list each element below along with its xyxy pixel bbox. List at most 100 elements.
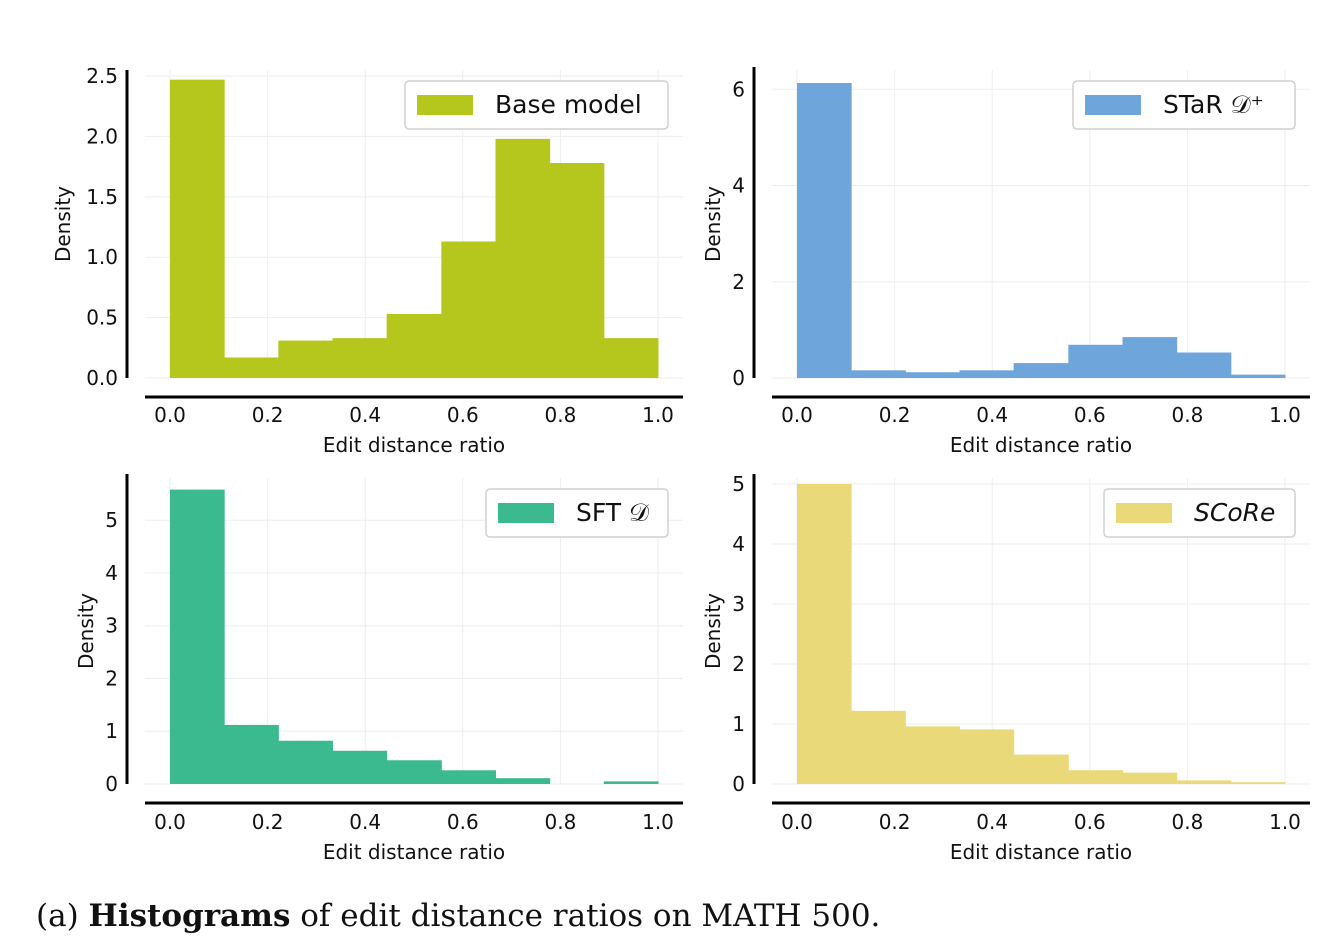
legend-swatch: [417, 95, 473, 115]
y-tick-label: 6: [732, 77, 745, 101]
y-axis-label: Density: [51, 186, 75, 262]
histogram-bar: [905, 372, 961, 378]
histogram-bar: [386, 760, 442, 784]
histogram-bar: [851, 710, 906, 784]
y-tick-label: 5: [732, 472, 745, 496]
legend: Base model: [404, 80, 669, 130]
histogram-bar: [797, 484, 852, 784]
legend-box: [404, 80, 669, 130]
x-axis-label: Edit distance ratio: [323, 840, 505, 864]
histogram-bar: [1230, 374, 1286, 378]
histogram-bar: [1013, 754, 1069, 784]
histogram-bar: [170, 489, 225, 784]
y-tick-label: 4: [105, 561, 118, 585]
histogram-bar: [170, 79, 225, 378]
x-tick-label: 0.8: [1171, 810, 1203, 834]
legend-swatch: [1116, 503, 1172, 523]
y-tick-label: 0.0: [86, 366, 118, 390]
x-axis-label: Edit distance ratio: [950, 433, 1132, 457]
caption-label: (a): [36, 898, 79, 934]
x-tick-label: 0.4: [976, 810, 1008, 834]
histogram-bar: [332, 750, 388, 784]
histogram-bar: [278, 340, 334, 378]
histogram-bar: [1068, 344, 1123, 378]
legend-label: Base model: [495, 90, 642, 119]
x-tick-label: 0.6: [447, 810, 479, 834]
histogram-bar: [603, 781, 659, 784]
legend-swatch: [1085, 95, 1141, 115]
x-tick-label: 0.2: [879, 403, 911, 427]
x-tick-label: 0.8: [544, 810, 576, 834]
histogram-bar: [959, 370, 1015, 378]
y-tick-label: 2: [732, 652, 745, 676]
x-tick-label: 0.0: [781, 810, 813, 834]
y-tick-label: 0: [732, 772, 745, 796]
histogram-bar: [224, 357, 279, 378]
legend-box: [485, 488, 669, 538]
legend-box: [1103, 488, 1296, 538]
histogram-bar: [905, 726, 961, 784]
histogram-bar: [224, 724, 279, 784]
histogram-bar: [1122, 337, 1178, 378]
x-tick-label: 0.2: [252, 403, 284, 427]
x-tick-label: 0.8: [544, 403, 576, 427]
histogram-bar: [1122, 772, 1178, 784]
histogram-bar: [441, 770, 496, 784]
legend-swatch: [498, 503, 554, 523]
y-tick-label: 1: [732, 712, 745, 736]
x-tick-label: 1.0: [642, 403, 674, 427]
histogram-bar: [495, 138, 551, 378]
x-tick-label: 0.4: [349, 403, 381, 427]
x-tick-label: 0.4: [349, 810, 381, 834]
x-tick-label: 0.6: [447, 403, 479, 427]
histogram-bar: [1176, 780, 1232, 784]
histogram-bar: [495, 778, 551, 784]
y-tick-label: 1: [105, 719, 118, 743]
legend: STaR 𝒟⁺: [1072, 80, 1296, 130]
y-tick-label: 5: [105, 508, 118, 532]
x-tick-label: 1.0: [1269, 403, 1301, 427]
y-tick-label: 2: [732, 270, 745, 294]
y-tick-label: 2: [105, 666, 118, 690]
histogram-bar: [851, 370, 906, 378]
legend-label: SFT 𝒟: [576, 498, 649, 527]
histogram-panel-1: 0.0 0.5 1.0 1.5 2.0 2.5 0.0 0.2 0.4 0.6 0.8 1.0 Edit…: [51, 64, 683, 457]
y-tick-label: 3: [732, 592, 745, 616]
y-tick-label: 4: [732, 532, 745, 556]
histogram-panel-3: 0 1 2 3 4 5 0.0 0.2 0.4 0.6 0.8 1.0 Edit distance ra…: [74, 474, 683, 864]
y-tick-label: 1.5: [86, 185, 118, 209]
y-tick-label: 1.0: [86, 245, 118, 269]
y-axis-label: Density: [74, 593, 98, 669]
figure-caption: (a) Histograms of edit distance ratios o…: [36, 898, 880, 934]
x-tick-label: 0.0: [781, 403, 813, 427]
caption-text: of edit distance ratios on MATH 500.: [300, 898, 881, 934]
y-tick-label: 3: [105, 614, 118, 638]
legend-label: SCoRe: [1194, 498, 1275, 527]
x-tick-label: 0.6: [1074, 403, 1106, 427]
x-tick-label: 1.0: [642, 810, 674, 834]
x-axis-label: Edit distance ratio: [950, 840, 1132, 864]
legend: SCoRe: [1103, 488, 1296, 538]
x-tick-label: 0.8: [1171, 403, 1203, 427]
legend-box: [1072, 80, 1296, 130]
histogram-bar: [386, 313, 442, 378]
y-tick-label: 4: [732, 174, 745, 198]
histogram-bar: [959, 729, 1015, 784]
x-axis-label: Edit distance ratio: [323, 433, 505, 457]
x-tick-label: 0.6: [1074, 810, 1106, 834]
y-tick-label: 2.5: [86, 64, 118, 88]
y-axis-label: Density: [701, 186, 725, 262]
histogram-bar: [278, 740, 334, 784]
histogram-bar: [332, 338, 388, 378]
y-tick-label: 0.5: [86, 306, 118, 330]
legend: SFT 𝒟: [485, 488, 669, 538]
histogram-bar: [441, 241, 496, 378]
histogram-bar: [1013, 363, 1069, 378]
histogram-bar: [1068, 770, 1123, 784]
x-tick-label: 0.4: [976, 403, 1008, 427]
legend-label: STaR 𝒟⁺: [1163, 90, 1264, 119]
x-tick-label: 0.0: [154, 403, 186, 427]
histogram-bar: [797, 82, 852, 379]
x-tick-label: 0.2: [252, 810, 284, 834]
